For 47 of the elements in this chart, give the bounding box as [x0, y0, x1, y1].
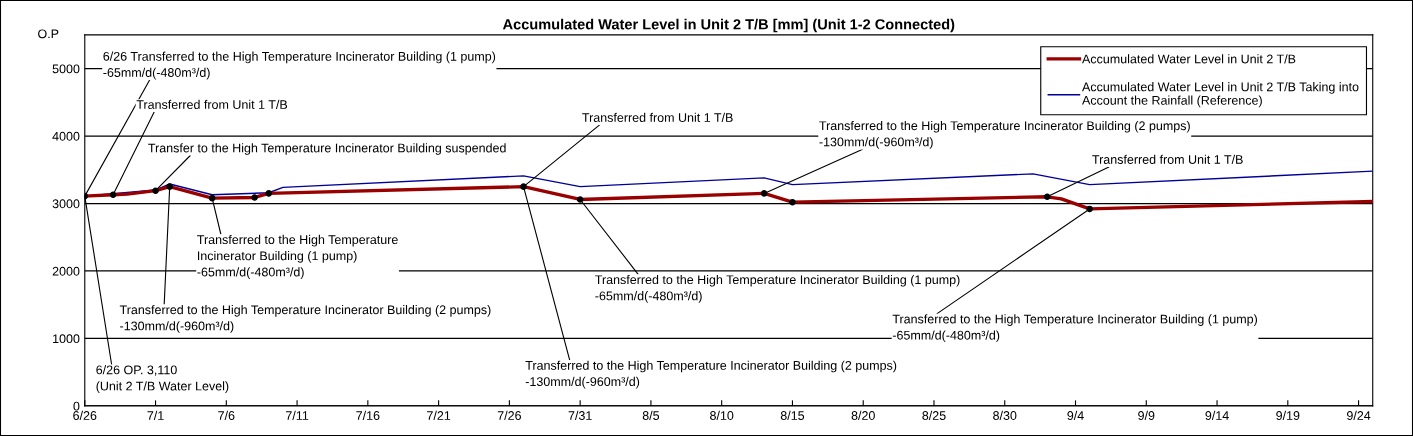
x-tick-label: 9/9	[1138, 410, 1155, 420]
y-axis-title: O.P	[38, 29, 59, 39]
x-tick-label: 8/30	[993, 410, 1017, 420]
annotation: 6/26 OP. 3,110 (Unit 2 T/B Water Level)	[96, 365, 229, 393]
annotation: Transferred to the High Temperature Incinerator Building (1 pump) -65mm/d(-480m³/d)	[595, 274, 960, 303]
x-tick-label: 7/16	[356, 410, 380, 420]
y-tick-label: 2000	[52, 266, 80, 276]
x-tick-label: 9/14	[1205, 410, 1229, 420]
x-tick-label: 8/15	[780, 410, 805, 420]
x-tick-label: 6/26	[73, 410, 97, 420]
annotation: Transferred to the High Temperature Incinerator Building (1 pump) -65mm/d(-480m³/d)	[892, 314, 1258, 343]
y-tick-label: 5000	[52, 64, 80, 74]
annotation: Transferred from Unit 1 T/B	[136, 99, 288, 109]
legend-label: Accumulated Water Level in Unit 2 T/B	[1082, 54, 1296, 64]
x-tick-label: 7/11	[286, 410, 309, 420]
x-tick-label: 7/1	[147, 410, 164, 420]
x-tick-label: 9/4	[1067, 410, 1084, 420]
annotation: Transferred to the High Temperature Incinerator Building (1 pump) -65mm/d(-480m³/d)	[197, 234, 398, 279]
x-tick-label: 8/5	[642, 410, 660, 420]
x-tick-label: 7/31	[568, 410, 592, 420]
x-tick-label: 8/25	[922, 410, 946, 420]
legend-label: Accumulated Water Level in Unit 2 T/B Taking into Account the Rainfall (Reference)	[1082, 82, 1359, 108]
annotation: Transferred to the High Temperature Incinerator Building (2 pumps) -130mm/d(-960m³/d)	[119, 304, 491, 333]
point	[251, 194, 258, 201]
annotation: Transferred to the High Temperature Incinerator Building (2 pumps) -130mm/d(-960m³/d)	[525, 360, 897, 389]
x-tick-label: 9/24	[1347, 410, 1371, 420]
x-tick-label: 7/6	[218, 410, 235, 420]
annotation: Transferred from Unit 1 T/B	[1092, 154, 1243, 164]
x-tick-label: 7/26	[497, 410, 521, 420]
x-tick-label: 7/21	[427, 410, 451, 420]
point	[152, 187, 159, 195]
point	[789, 198, 796, 206]
annotation: Transfer to the High Temperature Incinerator Building suspended	[148, 143, 506, 155]
annotation: Transferred from Unit 1 T/B	[582, 112, 733, 122]
y-tick-label: 3000	[52, 199, 80, 209]
annotation: 6/26 Transferred to the High Temperature Incinerator Building (1 pump) -65mm/d(-480m³/d)	[103, 51, 496, 80]
x-tick-label: 8/10	[710, 410, 734, 420]
y-tick-label: 1000	[53, 334, 80, 344]
point	[760, 190, 768, 197]
x-tick-label: 9/19	[1276, 410, 1300, 420]
chart-title: Accumulated Water Level in Unit 2 T/B [mm] (Unit 1-2 Connected)	[502, 18, 955, 33]
point	[265, 190, 273, 197]
point	[1086, 205, 1093, 213]
y-tick-label: 0	[73, 401, 80, 411]
y-tick-label: 4000	[52, 131, 80, 141]
annotation: Transferred to the High Temperature Incinerator Building (2 pumps) -130mm/d(-960m³/d)	[819, 120, 1190, 149]
x-tick-label: 8/20	[851, 410, 875, 420]
